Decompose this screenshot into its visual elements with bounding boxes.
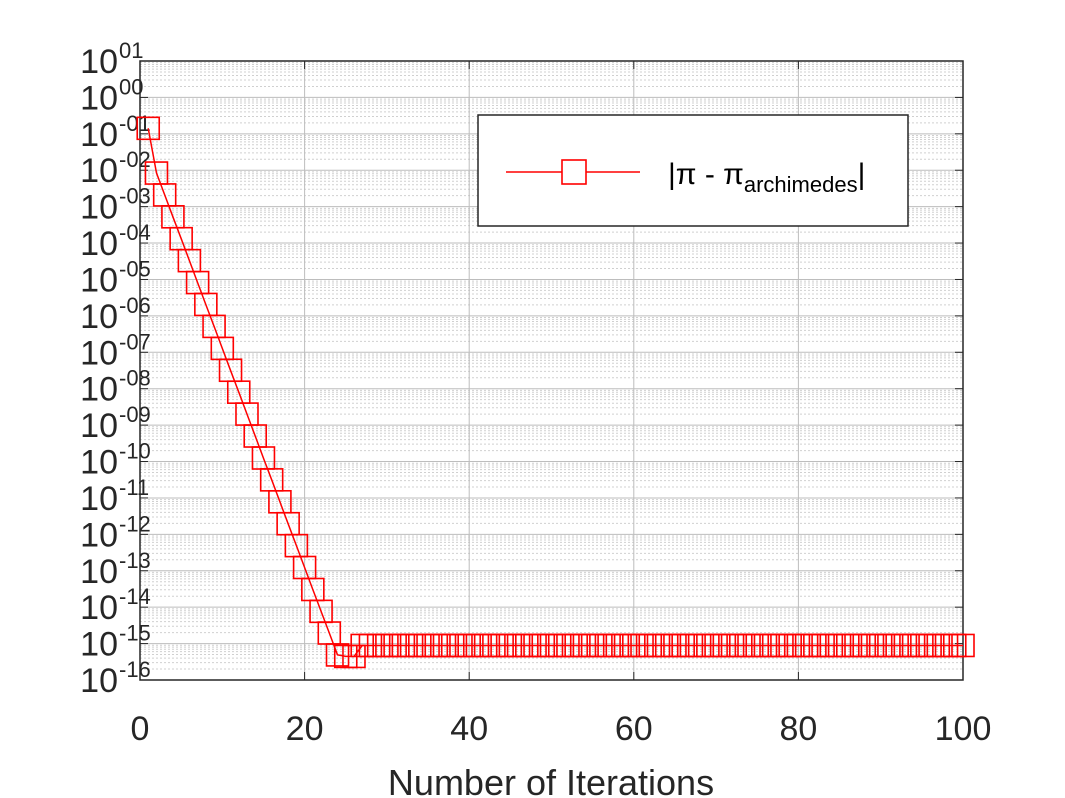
y-tick-exponent: -08 <box>119 366 151 391</box>
y-tick-exponent: -13 <box>119 548 151 573</box>
legend-label-end: | <box>858 158 866 191</box>
y-tick-exponent: -16 <box>119 657 151 682</box>
data-point-marker <box>325 643 350 667</box>
y-tick-exponent: -04 <box>119 220 151 245</box>
y-tick-label: 10 <box>80 662 118 700</box>
y-tick-base: 10 <box>80 589 118 627</box>
y-tick-exponent: -11 <box>119 475 149 500</box>
y-tick-label: 10 <box>80 371 118 409</box>
y-tick-exponent: -03 <box>119 184 151 209</box>
y-tick-base: 10 <box>80 662 118 700</box>
y-tick-exponent: 00 <box>119 74 143 99</box>
y-tick-label: 10 <box>80 261 118 299</box>
y-tick-exponent: -12 <box>119 511 151 536</box>
legend-box <box>477 114 909 227</box>
legend: |π - πarchimedes| <box>477 114 909 227</box>
legend-label-main: |π - π <box>668 158 744 191</box>
y-tick-base: 10 <box>80 626 118 664</box>
y-tick-label: 10 <box>80 298 118 336</box>
y-tick-base: 10 <box>80 371 118 409</box>
x-tick-label: 20 <box>286 710 324 748</box>
axes <box>139 60 964 681</box>
y-tick-label: 10 <box>80 553 118 591</box>
y-tick-base: 10 <box>80 298 118 336</box>
y-tick-exponent: -09 <box>119 402 151 427</box>
x-tick-label: 40 <box>450 710 488 748</box>
legend-label: |π - πarchimedes| <box>668 158 865 197</box>
x-axis-label: Number of Iterations <box>388 762 714 798</box>
y-tick-exponent: -15 <box>119 621 151 646</box>
plot-area-border <box>139 60 964 681</box>
y-tick-label: 10 <box>80 626 118 664</box>
x-tick-label: 60 <box>615 710 653 748</box>
y-tick-base: 10 <box>80 480 118 518</box>
y-tick-base: 10 <box>80 407 118 445</box>
y-tick-base: 10 <box>80 116 118 154</box>
y-tick-label: 10 <box>80 225 118 263</box>
y-tick-base: 10 <box>80 225 118 263</box>
y-tick-label: 10 <box>80 189 118 227</box>
x-tick-label: 0 <box>131 710 150 748</box>
x-tick-label: 100 <box>935 710 992 748</box>
y-tick-exponent: -10 <box>119 439 151 464</box>
series-red <box>136 116 975 669</box>
legend-marker-sample <box>561 159 587 185</box>
y-tick-base: 10 <box>80 334 118 372</box>
data-point-marker <box>951 633 975 658</box>
y-tick-exponent: -05 <box>119 256 151 281</box>
y-tick-exponent: -14 <box>119 584 151 609</box>
y-tick-base: 10 <box>80 444 118 482</box>
y-tick-exponent: -06 <box>119 293 151 318</box>
y-tick-exponent: -01 <box>119 111 151 136</box>
y-tick-base: 10 <box>80 516 118 554</box>
y-tick-base: 10 <box>80 43 118 81</box>
y-tick-label: 10 <box>80 480 118 518</box>
y-tick-label: 10 <box>80 407 118 445</box>
y-tick-label: 10 <box>80 152 118 190</box>
legend-label-subscript: archimedes <box>744 172 858 197</box>
y-tick-label: 10 <box>80 589 118 627</box>
y-tick-exponent: -07 <box>119 329 151 354</box>
y-tick-label: 10 <box>80 43 118 81</box>
y-tick-exponent: 01 <box>119 38 143 63</box>
y-tick-label: 10 <box>80 79 118 117</box>
y-tick-base: 10 <box>80 189 118 227</box>
y-tick-base: 10 <box>80 553 118 591</box>
y-tick-label: 10 <box>80 516 118 554</box>
y-tick-base: 10 <box>80 152 118 190</box>
x-tick-label: 80 <box>779 710 817 748</box>
y-tick-base: 10 <box>80 79 118 117</box>
y-tick-base: 10 <box>80 261 118 299</box>
y-tick-label: 10 <box>80 444 118 482</box>
data-point-marker <box>136 116 161 141</box>
y-tick-label: 10 <box>80 334 118 372</box>
y-tick-label: 10 <box>80 116 118 154</box>
